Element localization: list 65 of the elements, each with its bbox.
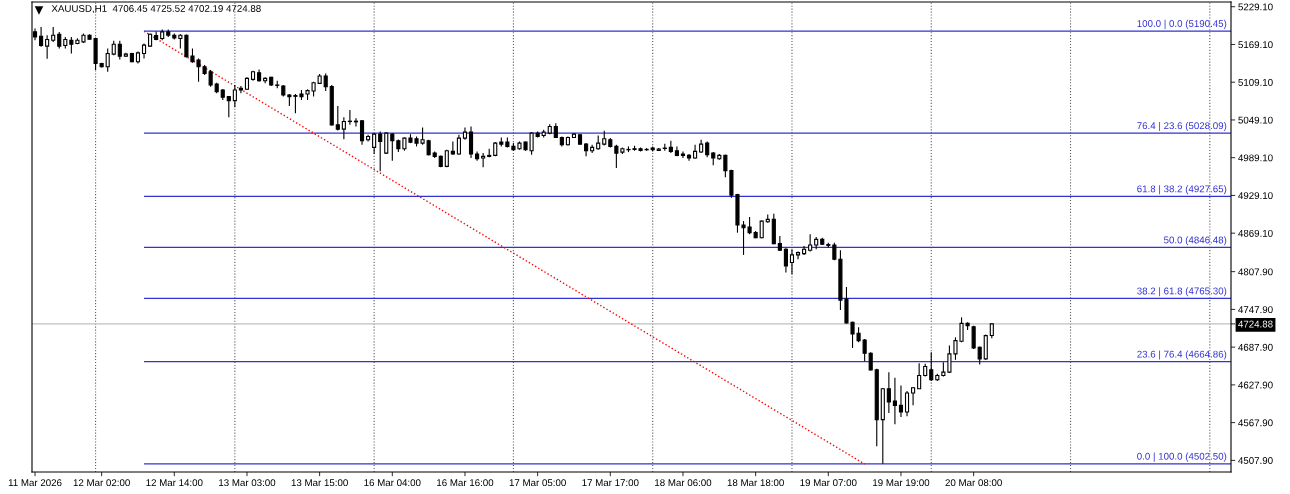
x-tick-label: 13 Mar 15:00: [291, 479, 348, 487]
y-tick-label: 4747.90: [1238, 306, 1273, 314]
x-tick-label: 12 Mar 02:00: [73, 479, 130, 487]
candlestick: [481, 152, 486, 168]
y-tick-label: 4869.10: [1238, 229, 1273, 237]
y-tick-label: 4507.90: [1238, 457, 1273, 464]
y-tick-label: 5229.10: [1238, 3, 1273, 11]
candlestick: [238, 85, 243, 94]
y-tick-label: 4687.90: [1238, 343, 1273, 351]
candlestick: [668, 140, 673, 154]
ref-line-label: 61.8 | 38.2 (4927.65): [1137, 185, 1227, 195]
ref-line-label: 76.4 | 23.6 (5028.09): [1137, 121, 1227, 132]
x-tick-label: 18 Mar 18:00: [727, 479, 784, 487]
candlestick: [917, 362, 922, 390]
candlestick: [450, 140, 455, 156]
ref-line-label: 23.6 | 76.4 (4664.86): [1137, 350, 1227, 360]
chart-title: XAUUSD,H1 4706.45 4725.52 4702.19 4724.88: [51, 5, 261, 14]
candlestick: [929, 351, 934, 382]
x-tick-label: 16 Mar 16:00: [437, 479, 494, 487]
ref-line-label: 38.2 | 61.8 (4765.30): [1137, 287, 1227, 297]
candlestick: [789, 248, 795, 275]
candlestick: [904, 390, 910, 417]
x-tick-label: 13 Mar 03:00: [219, 479, 276, 487]
x-tick-label: 12 Mar 14:00: [146, 479, 203, 487]
x-tick-label: 19 Mar 07:00: [800, 479, 857, 487]
y-tick-label: 4929.10: [1238, 192, 1273, 200]
y-tick-label: 4807.90: [1238, 268, 1273, 276]
candlestick: [39, 26, 44, 48]
y-tick-label: 4724.88: [1238, 320, 1273, 328]
candlestick: [341, 116, 346, 140]
y-tick-label: 5109.10: [1238, 78, 1273, 86]
candlestick: [886, 371, 891, 414]
ref-line-label: 50.0 (4846.48): [1163, 236, 1227, 246]
candlestick: [372, 132, 377, 155]
y-tick-label: 4989.10: [1238, 154, 1273, 162]
y-tick-label: 5169.10: [1238, 41, 1273, 49]
y-tick-label: 5049.10: [1238, 116, 1273, 124]
candlestick: [983, 334, 988, 361]
candlestick: [105, 47, 110, 73]
candlestick: [468, 125, 474, 159]
candlestick: [808, 233, 813, 253]
candlestick: [892, 377, 897, 425]
candlestick: [911, 386, 916, 406]
x-tick-label: 16 Mar 04:00: [364, 479, 421, 487]
y-tick-label: 4567.90: [1238, 419, 1273, 427]
candlestick: [390, 132, 395, 162]
candlestick: [45, 34, 50, 60]
candlestick: [783, 247, 788, 274]
candlestick: [359, 119, 365, 146]
candlestick: [680, 150, 686, 159]
x-tick-label: 11 Mar 2026: [8, 479, 62, 487]
candlestick: [898, 384, 904, 418]
candlestick: [335, 105, 340, 131]
candlestick: [378, 130, 383, 172]
x-tick-label: 19 Mar 19:00: [873, 479, 930, 487]
candlestick: [232, 84, 237, 108]
x-tick-label: 18 Mar 06:00: [655, 479, 712, 487]
x-tick-label: 20 Mar 08:00: [945, 479, 1002, 487]
y-tick-label: 4627.90: [1238, 381, 1273, 389]
candlestick: [456, 134, 461, 156]
ref-line-label: 100.0 | 0.0 (5190.45): [1137, 19, 1227, 29]
candlestick: [117, 40, 122, 60]
x-tick-label: 17 Mar 05:00: [509, 479, 566, 487]
ref-line-label: 0.0 | 100.0 (4502.50): [1137, 452, 1227, 462]
x-tick-label: 17 Mar 17:00: [582, 479, 639, 487]
